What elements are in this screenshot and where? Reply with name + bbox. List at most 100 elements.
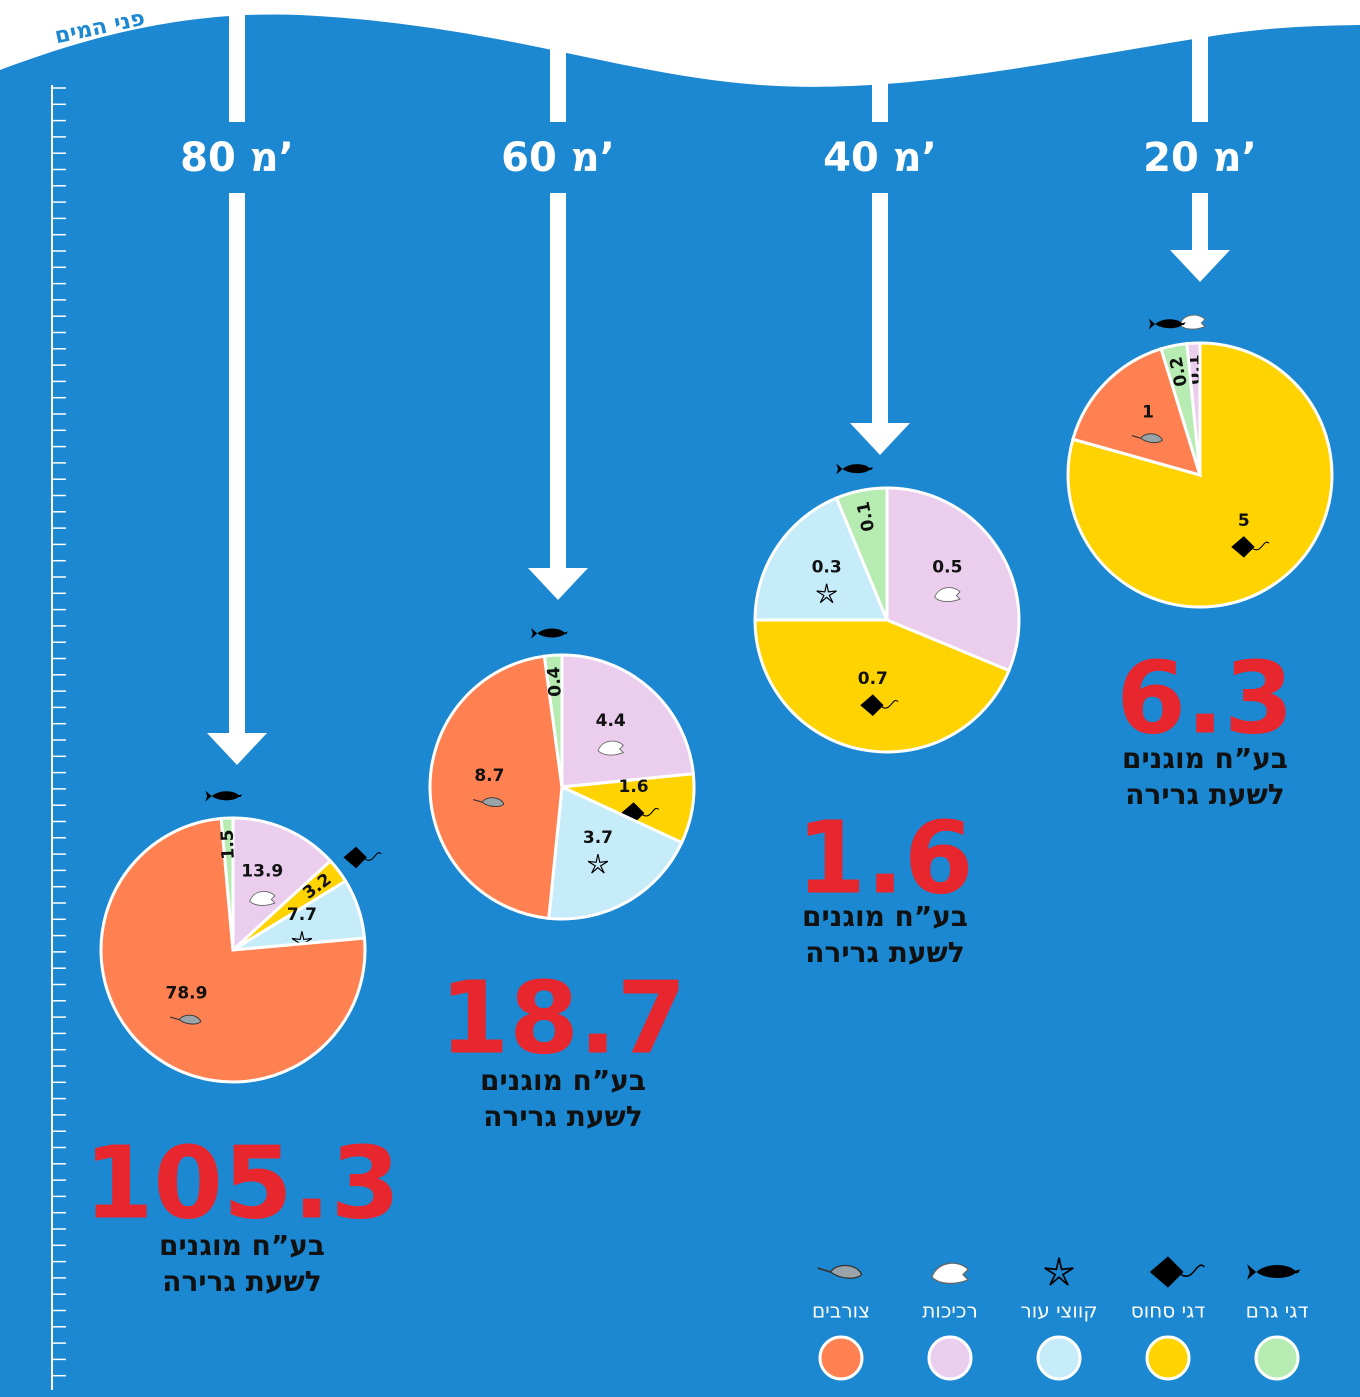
icon [836,463,874,475]
pie-slice [99,816,367,1084]
total-caption: לשעת גרירה [162,1265,321,1298]
legend-label: רכיכות [922,1299,978,1323]
ray-tail [642,807,660,817]
ray-tail [881,699,899,709]
cnidarian-icon [481,797,505,807]
fish-icon [1148,318,1186,330]
ray-icon [1149,1256,1184,1288]
icon [817,1264,863,1279]
legend-label: צורבים [812,1299,870,1323]
pie-slice [547,784,684,921]
total-caption: לשעת גרירה [1125,778,1284,811]
total-caption: בע”ח מוגנים [159,1229,325,1262]
arrow-head [850,423,910,455]
slice-label: 5 [1238,511,1250,531]
ray-icon [1231,536,1255,558]
ruler-ticks [52,87,66,1377]
icon [1179,314,1206,330]
icon [1149,1256,1205,1288]
pie-slice [560,653,695,789]
pie-slice [1071,346,1203,478]
slice-label: 78.9 [165,984,207,1004]
icon [531,627,568,639]
total-value: 6.3 [1116,639,1293,756]
pie-slice [753,618,1011,754]
legend-swatch [1145,1335,1191,1381]
fish-icon [836,463,874,475]
total-caption: לשעת גרירה [483,1100,642,1133]
ray-icon [620,802,645,824]
slice-label: 0.7 [858,669,888,689]
star-icon [1044,1257,1074,1286]
star-icon [587,854,609,874]
icon [931,1262,970,1285]
depth-label: 80 מ’ [180,135,294,181]
slice-label: 1.5 [218,829,239,860]
slice-label: 0.4 [544,666,566,698]
slice-label: 1.6 [619,777,649,797]
slice-label: 3.7 [583,828,613,848]
icon [1131,433,1163,444]
icon [934,587,961,602]
slice-label: 7.7 [287,905,317,925]
total-value: 18.7 [440,959,687,1076]
legend-label: קווצי עור [1020,1299,1097,1323]
shell-icon [1179,314,1206,330]
total-caption: בע”ח מוגנים [802,900,968,933]
legend-swatch [1036,1335,1082,1381]
pie-slice [542,653,564,788]
depth-label: 20 מ’ [1143,135,1257,181]
total-value: 105.3 [84,1124,400,1241]
icon [816,583,837,604]
water-surface [0,0,1360,87]
slice-label: 0.3 [812,558,842,578]
icon [1148,318,1186,330]
icon [1044,1257,1074,1286]
pie-slice [428,654,564,920]
cnidarian-icon [1140,433,1163,444]
cnidarian-icon [178,1014,202,1025]
cnidarian-line [473,798,483,803]
pie-slice [219,816,235,951]
depth-label: 40 מ’ [823,135,937,181]
ray-icon [860,694,884,717]
icon [597,740,625,756]
ray-icon [343,846,367,869]
cnidarian-line [817,1267,831,1273]
cnidarian-line [170,1016,180,1021]
shell-icon [249,891,276,906]
fish-icon [205,790,243,802]
icon [620,802,660,824]
total-caption: בע”ח מוגנים [480,1064,646,1097]
total-caption: לשעת גרירה [805,936,964,969]
legend-swatch [1254,1335,1300,1381]
star-icon [816,583,837,604]
legend-label: דגי סחוס [1131,1299,1206,1323]
pie-slice [231,816,333,954]
total-value: 1.6 [796,799,973,916]
icon [205,790,243,802]
shell-icon [597,740,625,756]
cnidarian-line [1131,435,1141,439]
total-caption: בע”ח מוגנים [1122,742,1288,775]
arrow-head [1170,250,1230,282]
shell-icon [931,1262,970,1285]
icon [587,854,609,874]
icon [170,1014,202,1025]
pie-slice [1159,342,1202,476]
pie-slice [753,496,890,622]
slice-label: 1 [1142,402,1154,422]
pie-slice [885,486,1021,673]
slice-label: 0.5 [932,558,962,578]
icon [1231,536,1270,558]
slice-label: 13.9 [241,862,283,882]
legend-swatch [927,1335,973,1381]
pie-slice [1066,341,1334,609]
legend-label: דגי גרם [1246,1299,1309,1323]
arrow-head [528,568,588,600]
icon [860,694,899,717]
slice-label: 8.7 [474,766,504,786]
fish-icon [531,627,568,639]
